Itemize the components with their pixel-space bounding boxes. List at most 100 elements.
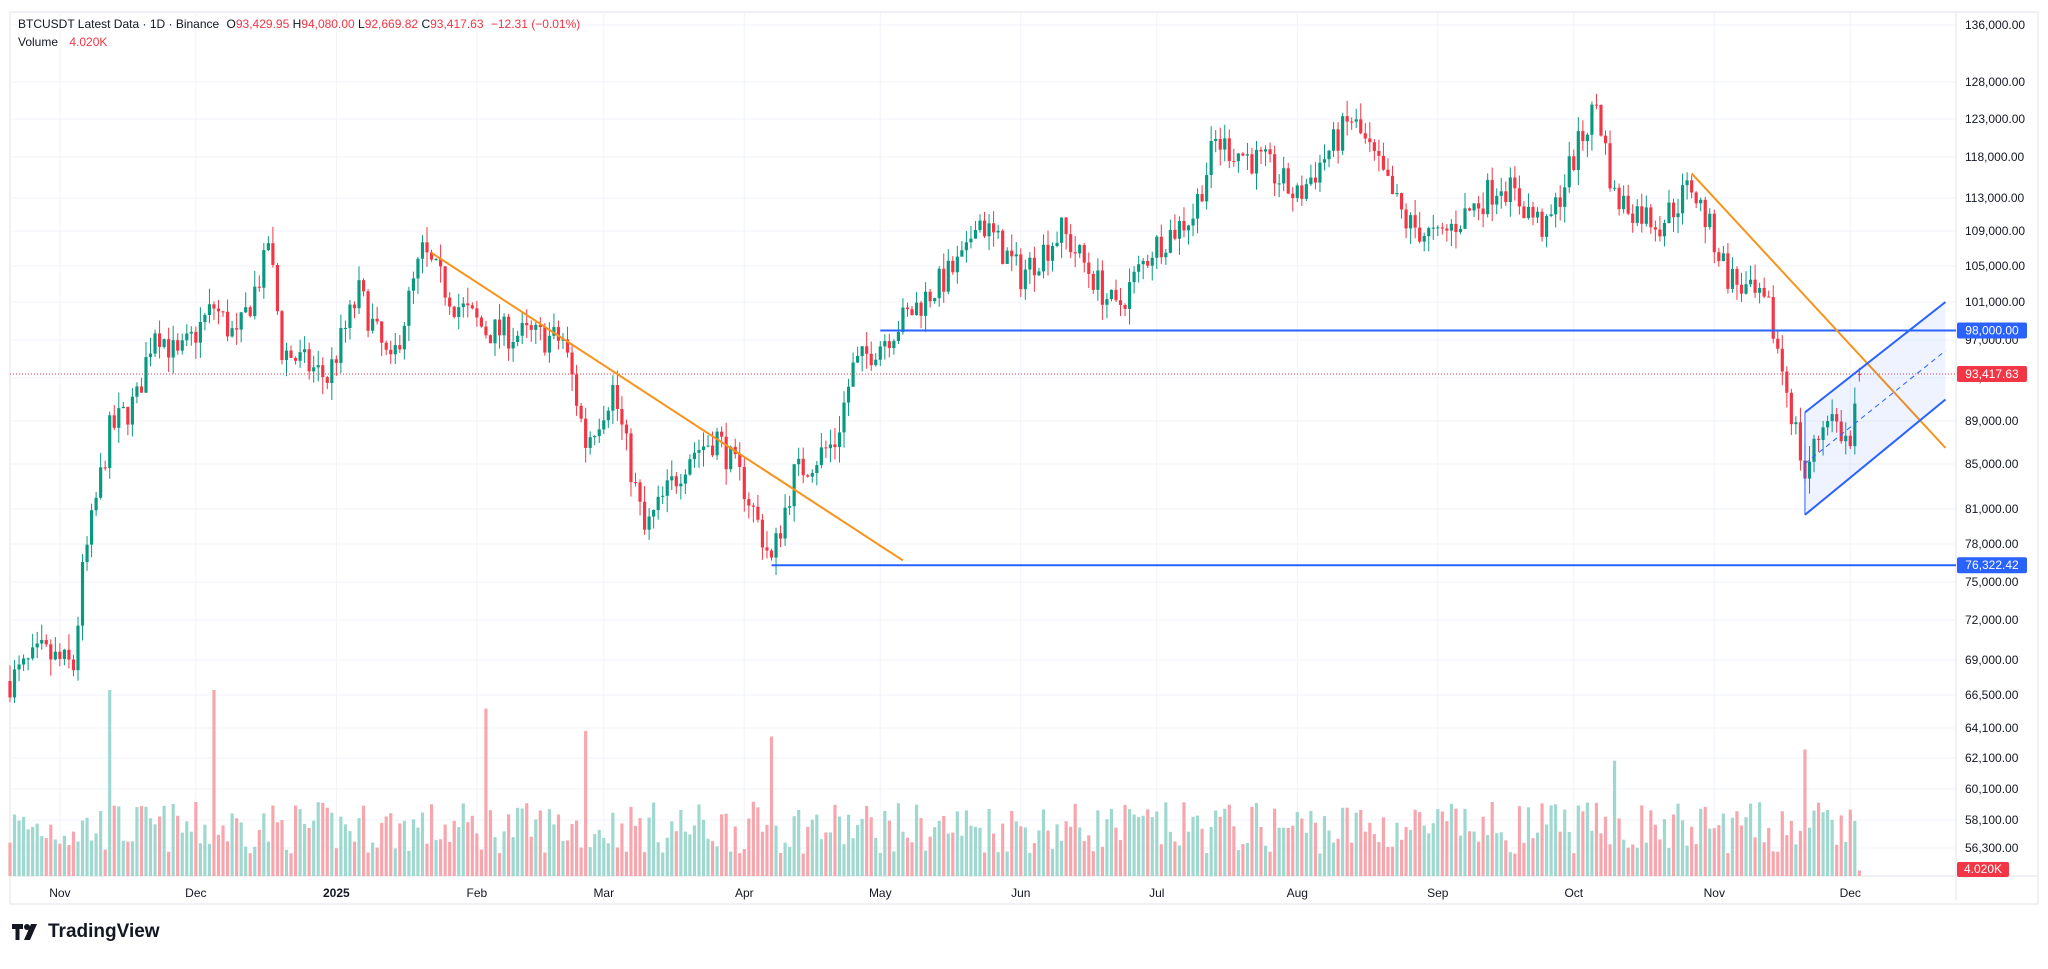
volume-bar — [1309, 810, 1313, 876]
volume-bar — [1676, 803, 1680, 876]
candle-body — [1726, 253, 1730, 289]
volume-bar — [1060, 840, 1064, 876]
volume-bar — [488, 810, 493, 876]
volume-bar — [774, 825, 778, 876]
axes[interactable]: 136,000.00 128,000.00 123,000.00 118,000.00… — [49, 18, 2025, 900]
candle-body — [928, 291, 932, 302]
tradingview-brand[interactable]: TradingView — [12, 921, 160, 943]
candle-body — [946, 260, 950, 292]
candle-body — [1105, 299, 1109, 305]
candle-body — [484, 326, 488, 336]
candle-body — [1830, 414, 1834, 422]
volume-bar — [1209, 826, 1213, 876]
volume-label[interactable]: Volume — [18, 35, 59, 49]
volume-bar — [973, 826, 978, 876]
candle-body — [289, 350, 293, 358]
candle-body — [1399, 192, 1404, 210]
candle-body — [384, 342, 388, 350]
volume-bar — [992, 833, 996, 876]
volume-bar — [1798, 830, 1803, 876]
open-value: 93,429.95 — [235, 17, 290, 31]
tradingview-logo-icon — [12, 924, 37, 940]
volume-axis-label-bg — [1957, 862, 2009, 877]
candle-body — [275, 264, 280, 312]
time-tick-label: Oct — [1564, 886, 1583, 900]
candle-body — [298, 352, 302, 361]
candle-body — [1467, 208, 1472, 211]
candle-body — [35, 643, 39, 648]
volume-bar — [1558, 831, 1562, 876]
candle-body — [1486, 180, 1490, 215]
volume-bar — [352, 841, 357, 876]
candle-body — [1177, 220, 1182, 239]
candle-body — [239, 312, 243, 330]
candle-body — [339, 327, 343, 363]
volume-bar — [293, 805, 298, 876]
volume-bar — [588, 847, 592, 876]
candle-body — [520, 322, 524, 336]
volume-bar — [416, 827, 420, 876]
price-tick-label: 56,300.00 — [1965, 841, 2019, 855]
volume-bar — [1495, 833, 1499, 876]
candle-body — [525, 322, 529, 326]
candle-body — [1853, 403, 1857, 447]
symbol-title[interactable]: BTCUSDT Latest Data · 1D · Binance — [18, 17, 220, 31]
volume-bar — [597, 829, 601, 876]
volume-bar — [788, 846, 792, 876]
volume-bar — [1594, 802, 1599, 876]
time-tick-label: Jun — [1011, 886, 1030, 900]
volume-bar — [933, 827, 937, 876]
volume-bar — [1486, 834, 1490, 876]
volume-bar — [1780, 811, 1784, 876]
volume-bar — [198, 843, 202, 876]
volume-bar — [176, 815, 180, 876]
candle-body — [1662, 222, 1667, 237]
candle-body — [1436, 227, 1440, 229]
volume-bar — [44, 838, 48, 876]
candle-body — [1050, 245, 1055, 261]
candle-body — [1857, 373, 1861, 375]
volume-bar — [1758, 802, 1762, 876]
candle-body — [398, 345, 402, 350]
volume-bar — [1368, 822, 1372, 876]
volume-bar — [121, 840, 125, 876]
volume-bar — [1363, 831, 1367, 876]
candle-body — [1658, 229, 1662, 237]
volume-bar — [996, 852, 1000, 876]
candle-body — [688, 459, 692, 475]
volume-bar — [1708, 828, 1712, 876]
candle-body — [973, 230, 978, 239]
volume-bar — [1205, 852, 1209, 876]
volume-bar — [1141, 815, 1145, 876]
candle-body — [1300, 185, 1304, 199]
candle-body — [982, 220, 987, 237]
candle-body — [856, 355, 860, 363]
candle-body — [185, 333, 189, 341]
volume-bar — [1794, 844, 1798, 876]
drawings-layer[interactable] — [10, 172, 1956, 567]
volume-bar — [389, 813, 393, 876]
candle-body — [212, 304, 216, 309]
volume-bar — [846, 814, 851, 876]
volume-bar — [1649, 810, 1653, 876]
volume-bar — [670, 821, 674, 876]
volume-bar — [656, 842, 660, 876]
volume-bar — [461, 803, 465, 876]
volume-bar — [1522, 842, 1526, 876]
volume-bar — [1399, 839, 1404, 876]
candle-body — [742, 467, 746, 500]
volume-bar — [103, 849, 107, 876]
volume-bar — [1431, 823, 1435, 876]
volume-bar — [742, 849, 746, 876]
volume-bar — [253, 846, 257, 876]
candle-body — [130, 396, 134, 425]
volume-bar — [1449, 803, 1453, 876]
volume-bar — [1273, 808, 1277, 876]
candle-body — [584, 418, 588, 448]
price-tick-label: 60,100.00 — [1965, 782, 2019, 796]
volume-bar — [1477, 841, 1481, 876]
candle-body — [710, 445, 715, 456]
volume-bar — [1726, 853, 1730, 876]
